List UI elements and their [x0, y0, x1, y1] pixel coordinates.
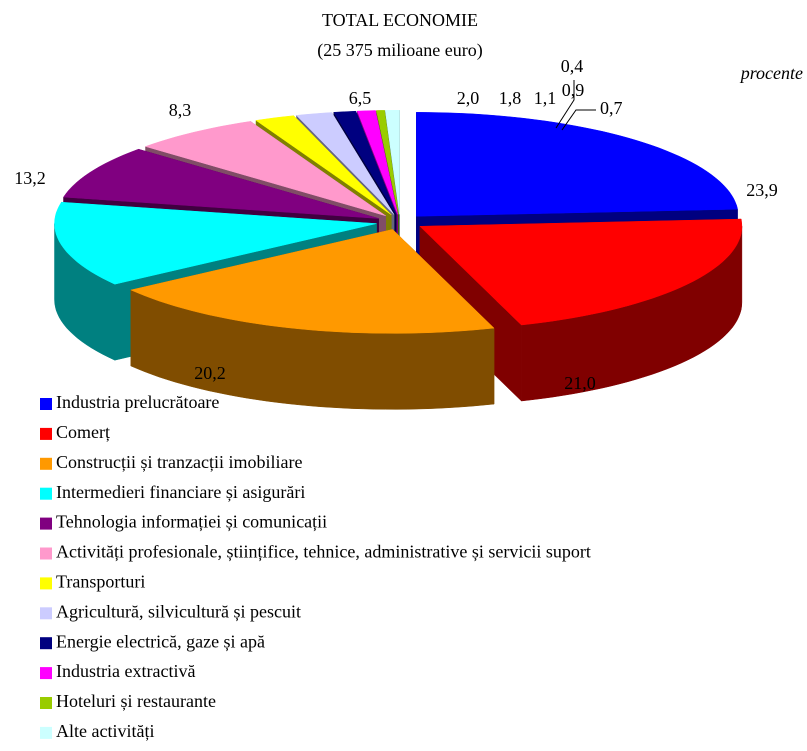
legend-label: Tehnologia informației și comunicații	[56, 512, 327, 532]
slice-top	[419, 218, 743, 326]
value-label: 20,2	[194, 363, 226, 383]
slice	[130, 228, 495, 410]
value-label: 0,4	[561, 56, 584, 76]
slice-top	[130, 229, 495, 334]
value-label: 0,9	[562, 80, 585, 100]
legend-swatch	[40, 398, 52, 410]
legend-swatch	[40, 697, 52, 709]
legend-label: Activități profesionale, științifice, te…	[56, 542, 591, 562]
legend-swatch	[40, 547, 52, 560]
legend-label: Transporturi	[56, 572, 145, 592]
legend-label: Industria prelucrătoare	[56, 392, 219, 412]
value-label: 13,2	[14, 168, 46, 188]
leader-line	[561, 109, 596, 131]
legend-swatch	[40, 577, 52, 590]
legend-swatch	[40, 637, 52, 650]
unit-label: procente	[739, 63, 803, 83]
legend-swatch	[40, 667, 52, 680]
value-label: 21,0	[564, 373, 596, 393]
value-label: 0,7	[600, 98, 623, 118]
legend-swatch	[40, 607, 52, 620]
legend-swatch	[40, 487, 52, 500]
legend-label: Industria extractivă	[56, 661, 195, 681]
legend-label: Energie electrică, gaze și apă	[56, 631, 265, 651]
value-label: 6,5	[349, 88, 372, 108]
slice	[419, 218, 743, 402]
legend-label: Intermedieri financiare și asigurări	[56, 482, 305, 502]
legend-swatch	[40, 427, 52, 440]
chart-title: TOTAL ECONOMIE	[322, 10, 478, 30]
slice-top	[295, 112, 395, 215]
legend: Industria prelucrătoare Comerț Construcții…	[40, 392, 591, 741]
legend-swatch	[40, 726, 52, 739]
slice-top	[385, 110, 400, 215]
slice-top	[54, 201, 377, 285]
value-label: 1,1	[534, 88, 557, 108]
legend-label: Construcții și tranzacții imobiliare	[56, 452, 302, 472]
value-label: 2,0	[457, 88, 480, 108]
chart-subtitle: (25 375 milioane euro)	[317, 40, 482, 61]
value-label: 23,9	[746, 180, 778, 200]
slice-top	[63, 148, 379, 219]
leader-line	[555, 80, 575, 129]
legend-label: Comerț	[56, 422, 110, 442]
slice-top	[356, 110, 398, 215]
slice-top	[376, 110, 399, 215]
pie	[54, 110, 743, 410]
legend-swatch	[40, 517, 52, 530]
legend-swatch	[40, 457, 52, 470]
slice-top	[255, 115, 392, 216]
legend-label: Agricultură, silvicultură și pescuit	[56, 601, 301, 621]
slice-top	[144, 121, 386, 217]
legend-label: Hoteluri și restaurante	[56, 691, 216, 711]
slice-top	[416, 112, 738, 217]
value-label: 1,8	[499, 88, 522, 108]
value-label: 8,3	[169, 100, 192, 120]
labels: 23,9 21,0 20,2 13,2 8,3 6,5 2,0 1,8 1,1 0,9 0,4 0,7	[14, 56, 778, 393]
legend-label: Alte activități	[56, 721, 154, 741]
slice-top	[333, 110, 397, 215]
